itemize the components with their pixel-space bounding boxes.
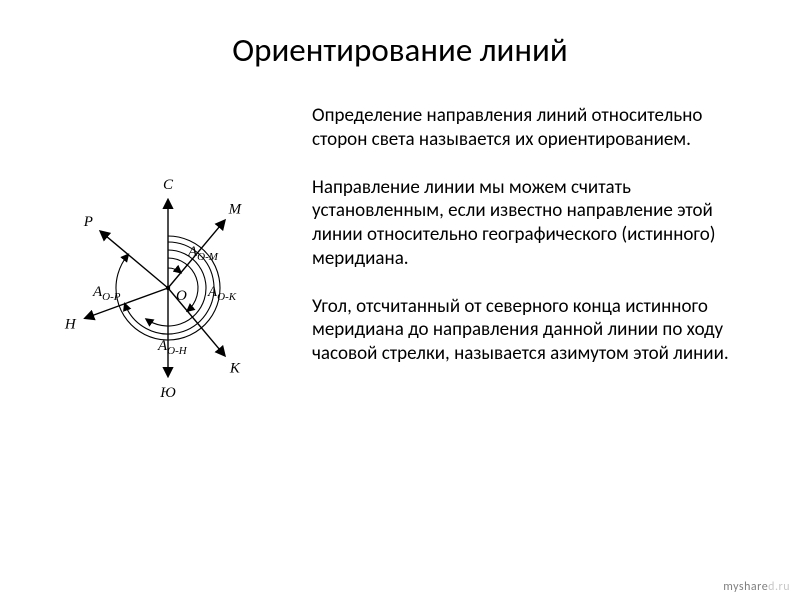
svg-text:AО-К: AО-К	[207, 284, 237, 303]
paragraph-3: Угол, отсчитанный от северного конца ист…	[312, 295, 742, 366]
watermark-dim: d.ru	[768, 580, 790, 594]
paragraph-1: Определение направления линий относитель…	[312, 104, 742, 152]
svg-text:M: M	[228, 201, 243, 217]
svg-text:P: P	[83, 214, 93, 230]
content-row: CMKЮHPOAО-МAО-КAО-НAО-Р Определение напр…	[48, 104, 752, 428]
paragraph-2: Направление линии мы можем считать устан…	[312, 176, 742, 271]
watermark-main: myshare	[723, 580, 768, 594]
orientation-diagram: CMKЮHPOAО-МAО-КAО-НAО-Р	[48, 158, 288, 428]
svg-text:Ю: Ю	[159, 385, 176, 401]
diagram-column: CMKЮHPOAО-МAО-КAО-НAО-Р	[48, 104, 288, 428]
svg-text:O: O	[176, 288, 187, 304]
svg-text:H: H	[64, 317, 77, 333]
svg-text:C: C	[163, 177, 174, 193]
slide-title: Ориентирование линий	[48, 30, 752, 70]
svg-text:AО-Н: AО-Н	[157, 338, 188, 357]
svg-text:K: K	[229, 361, 241, 377]
text-column: Определение направления линий относитель…	[288, 104, 752, 390]
watermark: myshared.ru	[723, 580, 790, 594]
